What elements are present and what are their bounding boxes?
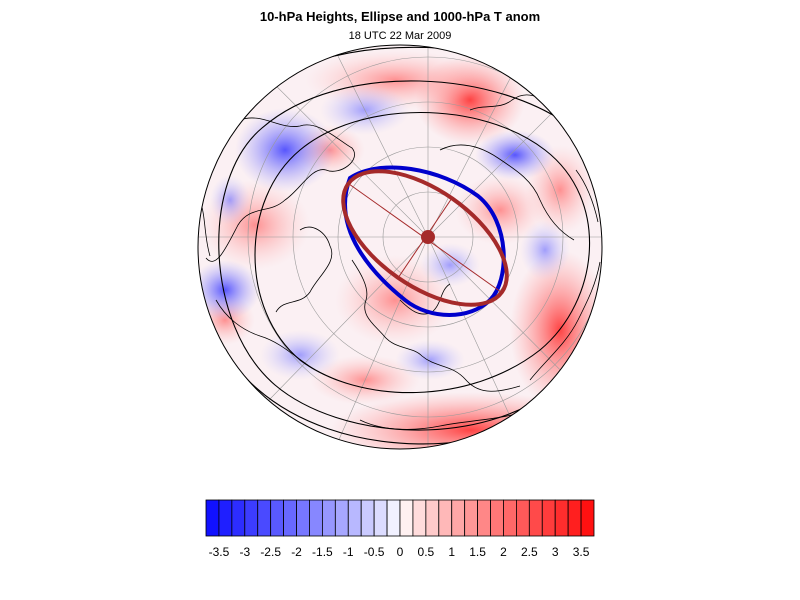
- colorbar-box: [580, 499, 595, 537]
- colorbar-tick-label: -3: [239, 545, 250, 559]
- colorbar-box: [231, 499, 246, 537]
- colorbar-tick-label: -3.5: [209, 545, 230, 559]
- colorbar-tick-label: -2.5: [260, 545, 281, 559]
- colorbar-tick-label: -2: [291, 545, 302, 559]
- colorbar-tick-label: 2: [500, 545, 507, 559]
- globe-boundary: [197, 44, 603, 450]
- colorbar-tick-label: -1.5: [312, 545, 333, 559]
- colorbar-tick-label: 2.5: [521, 545, 538, 559]
- colorbar-tick-label: 1.5: [469, 545, 486, 559]
- colorbar-box: [334, 499, 349, 537]
- colorbar-box: [541, 499, 556, 537]
- colorbar-box: [438, 499, 453, 537]
- colorbar-box: [347, 499, 362, 537]
- colorbar-box: [257, 499, 272, 537]
- colorbar-tick-labels: -3.5 -3 -2.5 -2 -1.5 -1 -0.5 0 0.5 1 1.5…: [209, 545, 590, 559]
- coastlines: [199, 94, 601, 430]
- map-title: 10-hPa Heights, Ellipse and 1000-hPa T a…: [259, 9, 541, 24]
- colorbar-box: [451, 499, 466, 537]
- colorbar-box: [425, 499, 440, 537]
- colorbar-tick-label: -0.5: [364, 545, 385, 559]
- colorbar-box: [270, 499, 284, 537]
- colorbar-tick-label: 0.5: [418, 545, 435, 559]
- colorbar-box: [490, 499, 504, 537]
- colorbar-tick-label: 3.5: [573, 545, 590, 559]
- colorbar-box: [567, 499, 582, 537]
- colorbar-box: [399, 499, 414, 537]
- colorbar-box: [554, 499, 569, 537]
- colorbar-box: [283, 499, 297, 537]
- colorbar-box: [412, 499, 427, 537]
- colorbar-box: [205, 499, 220, 537]
- lat-lon-grid: [198, 45, 602, 449]
- colorbar-box: [464, 499, 478, 537]
- colorbar-tick-label: 1: [448, 545, 455, 559]
- colorbar-box: [244, 499, 259, 537]
- colorbar-box: [309, 499, 323, 537]
- fitted-ellipse-outline: [341, 169, 509, 307]
- colorbar-box: [360, 499, 375, 537]
- colorbar-box: [516, 499, 530, 537]
- colorbar-box: [218, 499, 233, 537]
- colorbar-box: [296, 499, 310, 537]
- map-subtitle: 18 UTC 22 Mar 2009: [348, 30, 452, 42]
- colorbar-box: [477, 499, 491, 537]
- colorbar-box: [321, 499, 336, 537]
- vortex-centroid-marker: [421, 230, 435, 244]
- colorbar-box: [386, 499, 401, 537]
- colorbar-box: [503, 499, 517, 537]
- colorbar-box: [373, 499, 388, 537]
- colorbar-box: [528, 499, 543, 537]
- colorbar-tick-label: -1: [343, 545, 354, 559]
- colorbar-boxes: [205, 499, 595, 537]
- colorbar-tick-label: 3: [552, 545, 559, 559]
- fitted-ellipse: [341, 169, 509, 307]
- colorbar-tick-label: 0: [397, 545, 404, 559]
